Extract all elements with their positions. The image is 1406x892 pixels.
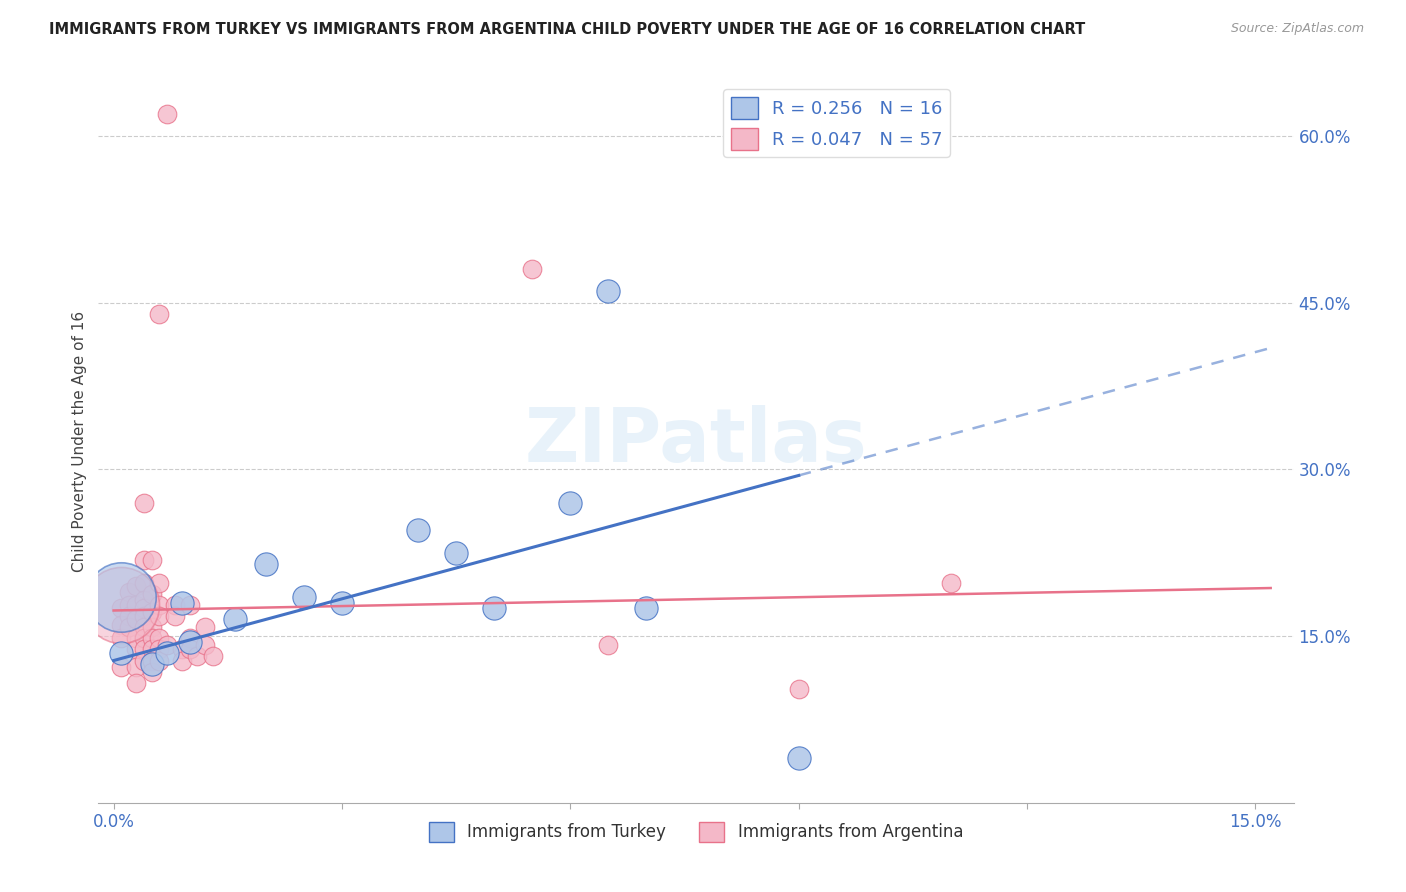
- Point: [156, 638, 179, 652]
- Point: [787, 682, 810, 697]
- Point: [148, 575, 170, 590]
- Point: [179, 634, 201, 648]
- Point: [156, 646, 179, 660]
- Point: [141, 665, 163, 679]
- Text: Source: ZipAtlas.com: Source: ZipAtlas.com: [1230, 22, 1364, 36]
- Point: [132, 496, 155, 510]
- Point: [179, 642, 201, 657]
- Point: [125, 598, 148, 612]
- Point: [141, 657, 163, 671]
- Point: [125, 579, 148, 593]
- Point: [132, 601, 155, 615]
- Point: [132, 642, 155, 657]
- Text: IMMIGRANTS FROM TURKEY VS IMMIGRANTS FROM ARGENTINA CHILD POVERTY UNDER THE AGE : IMMIGRANTS FROM TURKEY VS IMMIGRANTS FRO…: [49, 22, 1085, 37]
- Point: [125, 642, 148, 657]
- Point: [110, 601, 132, 615]
- Point: [141, 620, 163, 634]
- Point: [132, 609, 155, 624]
- Point: [125, 660, 148, 674]
- Point: [224, 612, 246, 626]
- Point: [787, 751, 810, 765]
- Point: [118, 609, 141, 624]
- Point: [148, 632, 170, 646]
- Point: [598, 285, 620, 299]
- Point: [163, 598, 186, 612]
- Point: [148, 642, 170, 657]
- Point: [141, 553, 163, 567]
- Point: [172, 642, 194, 657]
- Point: [148, 609, 170, 624]
- Point: [118, 598, 141, 612]
- Point: [172, 653, 194, 667]
- Point: [132, 620, 155, 634]
- Point: [125, 612, 148, 626]
- Text: ZIPatlas: ZIPatlas: [524, 405, 868, 478]
- Point: [132, 553, 155, 567]
- Point: [141, 653, 163, 667]
- Point: [292, 590, 315, 604]
- Point: [172, 596, 194, 610]
- Point: [636, 601, 658, 615]
- Point: [254, 557, 277, 571]
- Point: [179, 598, 201, 612]
- Point: [156, 106, 179, 120]
- Point: [330, 596, 353, 610]
- Point: [163, 609, 186, 624]
- Point: [148, 307, 170, 321]
- Point: [125, 632, 148, 646]
- Point: [141, 587, 163, 601]
- Point: [141, 632, 163, 646]
- Point: [201, 649, 224, 664]
- Point: [179, 632, 201, 646]
- Point: [141, 605, 163, 619]
- Point: [522, 262, 544, 277]
- Point: [939, 575, 962, 590]
- Point: [125, 675, 148, 690]
- Legend: Immigrants from Turkey, Immigrants from Argentina: Immigrants from Turkey, Immigrants from …: [422, 815, 970, 848]
- Point: [141, 642, 163, 657]
- Point: [148, 598, 170, 612]
- Point: [560, 496, 582, 510]
- Point: [194, 620, 217, 634]
- Point: [132, 575, 155, 590]
- Point: [110, 618, 132, 632]
- Point: [186, 649, 208, 664]
- Point: [598, 638, 620, 652]
- Point: [484, 601, 506, 615]
- Point: [406, 524, 429, 538]
- Y-axis label: Child Poverty Under the Age of 16: Child Poverty Under the Age of 16: [72, 311, 87, 572]
- Point: [118, 620, 141, 634]
- Point: [444, 546, 467, 560]
- Point: [132, 632, 155, 646]
- Point: [110, 660, 132, 674]
- Point: [132, 593, 155, 607]
- Point: [110, 598, 132, 612]
- Point: [110, 646, 132, 660]
- Point: [110, 590, 132, 604]
- Point: [118, 584, 141, 599]
- Point: [132, 653, 155, 667]
- Point: [110, 632, 132, 646]
- Point: [148, 653, 170, 667]
- Point: [194, 638, 217, 652]
